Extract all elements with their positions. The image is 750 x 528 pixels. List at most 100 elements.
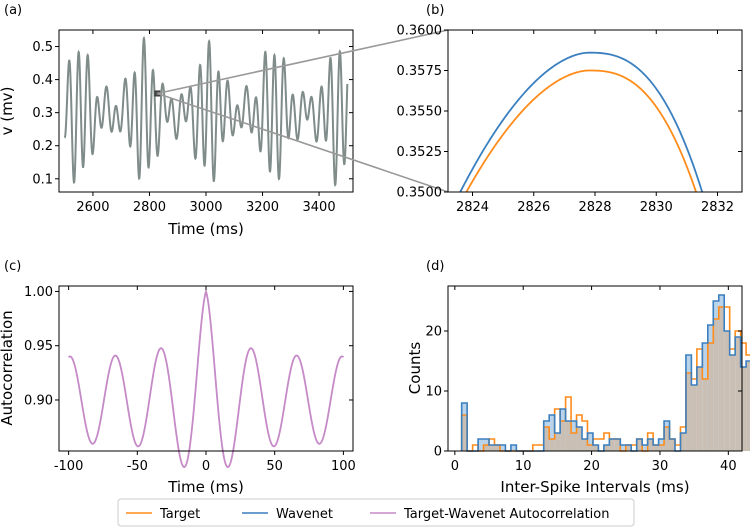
overlap-bar-fill: [718, 307, 725, 451]
panel-d-xlabel: Inter-Spike Intervals (ms): [500, 478, 689, 496]
overlap-bar-fill: [696, 367, 703, 451]
overlap-bar-fill: [735, 337, 741, 451]
overlap-bar-fill: [609, 439, 615, 451]
wavenet-bar-fill: [499, 445, 506, 451]
panel-a-ytick-label: 0.1: [32, 172, 53, 187]
panel-b-xtick-label: 2832: [701, 200, 734, 215]
overlap-bar-fill: [691, 385, 697, 451]
panel-b-frame: [447, 29, 743, 193]
panel-a-voltage: 2600 2800 3000 3200 3400 0.1 0.2 0.3 0.4 0.5 Time…: [0, 29, 354, 238]
panel-b-ytick-label: 0.3525: [397, 145, 443, 160]
panel-a-ytick-label: 0.3: [32, 106, 53, 121]
panel-c-ylabel: Autocorrelation: [0, 310, 16, 425]
panel-a-xtick-label: 2800: [133, 200, 166, 215]
panel-a-ytick-label: 0.2: [32, 139, 53, 154]
panel-d-ytick-label: 20: [425, 325, 442, 340]
overlap-bar-fill: [746, 361, 750, 451]
legend: Target Wavenet Target-Wavenet Autocorrel…: [117, 498, 635, 527]
overlap-bar-fill: [560, 421, 566, 451]
overlap-bar-fill: [587, 445, 593, 451]
panel-a-xtick-label: 3000: [189, 200, 222, 215]
panel-c-autocorrelation: -100 -50 0 50 100 0.90 0.95 1.00 Time (ms) Auto…: [0, 285, 356, 496]
panel-b-ytick-label: 0.3600: [397, 24, 443, 39]
overlap-bar-fill: [724, 331, 730, 451]
wavenet-bar-fill: [620, 445, 626, 451]
wavenet-bar-fill: [642, 445, 648, 451]
overlap-bar-fill: [576, 427, 583, 451]
overlap-bar-fill: [707, 343, 714, 451]
overlap-bar-fill: [653, 445, 659, 451]
autocorrelation-line: [67, 288, 345, 468]
panel-c-xtick-label: 50: [266, 459, 283, 474]
wavenet-zoom-line: [459, 51, 704, 192]
overlap-bar-fill: [549, 439, 555, 451]
panel-c-xtick-label: 100: [331, 459, 356, 474]
panel-b-zoom: 2824 2826 2828 2830 2832 0.3500 0.3525 0.3550 0.…: [397, 24, 743, 215]
panel-c-frame: [58, 285, 354, 452]
overlap-bar-fill: [685, 373, 692, 451]
panel-b-ytick-label: 0.3575: [397, 64, 443, 79]
legend-wavenet-label: Wavenet: [276, 507, 333, 522]
panel-c-ytick-label: 0.95: [24, 339, 53, 354]
panel-b-xtick-label: 2826: [517, 200, 550, 215]
overlap-bar-fill: [625, 445, 632, 451]
panel-a-xtick-label: 2600: [76, 200, 109, 215]
wavenet-bar-fill: [478, 439, 484, 451]
zoom-connector-top: [157, 29, 449, 95]
panel-a-xtick-label: 3400: [303, 200, 336, 215]
target-zoom-line: [465, 69, 698, 192]
panel-c-ytick-label: 0.90: [24, 393, 53, 408]
panel-d-xtick-label: 20: [583, 459, 600, 474]
overlap-bar-fill: [647, 439, 654, 451]
panel-b-ytick-label: 0.3500: [397, 186, 443, 201]
panel-a-ytick-label: 0.4: [32, 73, 53, 88]
panel-c-ytick-label: 1.00: [24, 285, 53, 300]
overlap-bar-fill: [554, 433, 561, 451]
panel-a-ylabel: v (mv): [0, 87, 16, 136]
overlap-bar-fill: [636, 439, 643, 451]
panel-d-xtick-label: 30: [652, 459, 669, 474]
overlap-bar-fill: [740, 367, 747, 451]
panel-a-xtick-label: 3200: [246, 200, 279, 215]
overlap-bar-fill: [614, 439, 621, 451]
overlap-bar-fill: [713, 319, 719, 451]
overlap-bar-fill: [571, 433, 577, 451]
panel-d-frame: [447, 285, 743, 452]
overlap-bar-fill: [461, 415, 468, 451]
zoom-connectors: [154, 29, 449, 193]
panel-c-xtick-label: -50: [127, 459, 148, 474]
panel-b-xtick-label: 2828: [578, 200, 611, 215]
panel-c-xtick-label: 0: [202, 459, 210, 474]
overlap-bar-fill: [603, 445, 610, 451]
overlap-bar-fill: [543, 427, 550, 451]
panel-label-a: (a): [4, 3, 22, 18]
panel-d-ytick-label: 0: [434, 445, 442, 460]
overlap-bar-fill: [483, 445, 490, 451]
panel-label-c: (c): [4, 259, 21, 274]
wavenet-bar-fill: [587, 433, 593, 451]
wavenet-bar-fill: [510, 445, 517, 451]
panel-label-b: (b): [426, 3, 444, 18]
panel-d-xtick-label: 40: [720, 459, 737, 474]
overlap-bar-fill: [664, 427, 670, 451]
overlap-bar-fill: [582, 439, 588, 451]
overlap-bar-fill: [658, 445, 665, 451]
panel-b-ytick-label: 0.3550: [397, 105, 443, 120]
overlap-bar-fill: [680, 433, 686, 451]
panel-b-xtick-label: 2824: [456, 200, 489, 215]
voltage-trace-line: [63, 35, 349, 187]
panel-d-xtick-label: 0: [451, 459, 459, 474]
panel-d-ytick-label: 10: [425, 385, 442, 400]
panel-d-isi-histogram: 0 10 20 30 40 0 10 20 Inter-Spike Intervals (ms…: [406, 285, 750, 496]
overlap-bar-fill: [565, 421, 572, 451]
overlap-bar-fill: [494, 445, 500, 451]
overlap-bar-fill: [592, 445, 599, 451]
panel-a-xlabel: Time (ms): [167, 220, 244, 238]
panel-label-d: (d): [426, 259, 444, 274]
legend-target-label: Target: [159, 507, 200, 522]
panel-d-ylabel: Counts: [406, 342, 424, 395]
panel-d-xtick-label: 10: [515, 459, 532, 474]
panel-c-xlabel: Time (ms): [167, 478, 244, 496]
overlap-bar-fill: [669, 439, 675, 451]
